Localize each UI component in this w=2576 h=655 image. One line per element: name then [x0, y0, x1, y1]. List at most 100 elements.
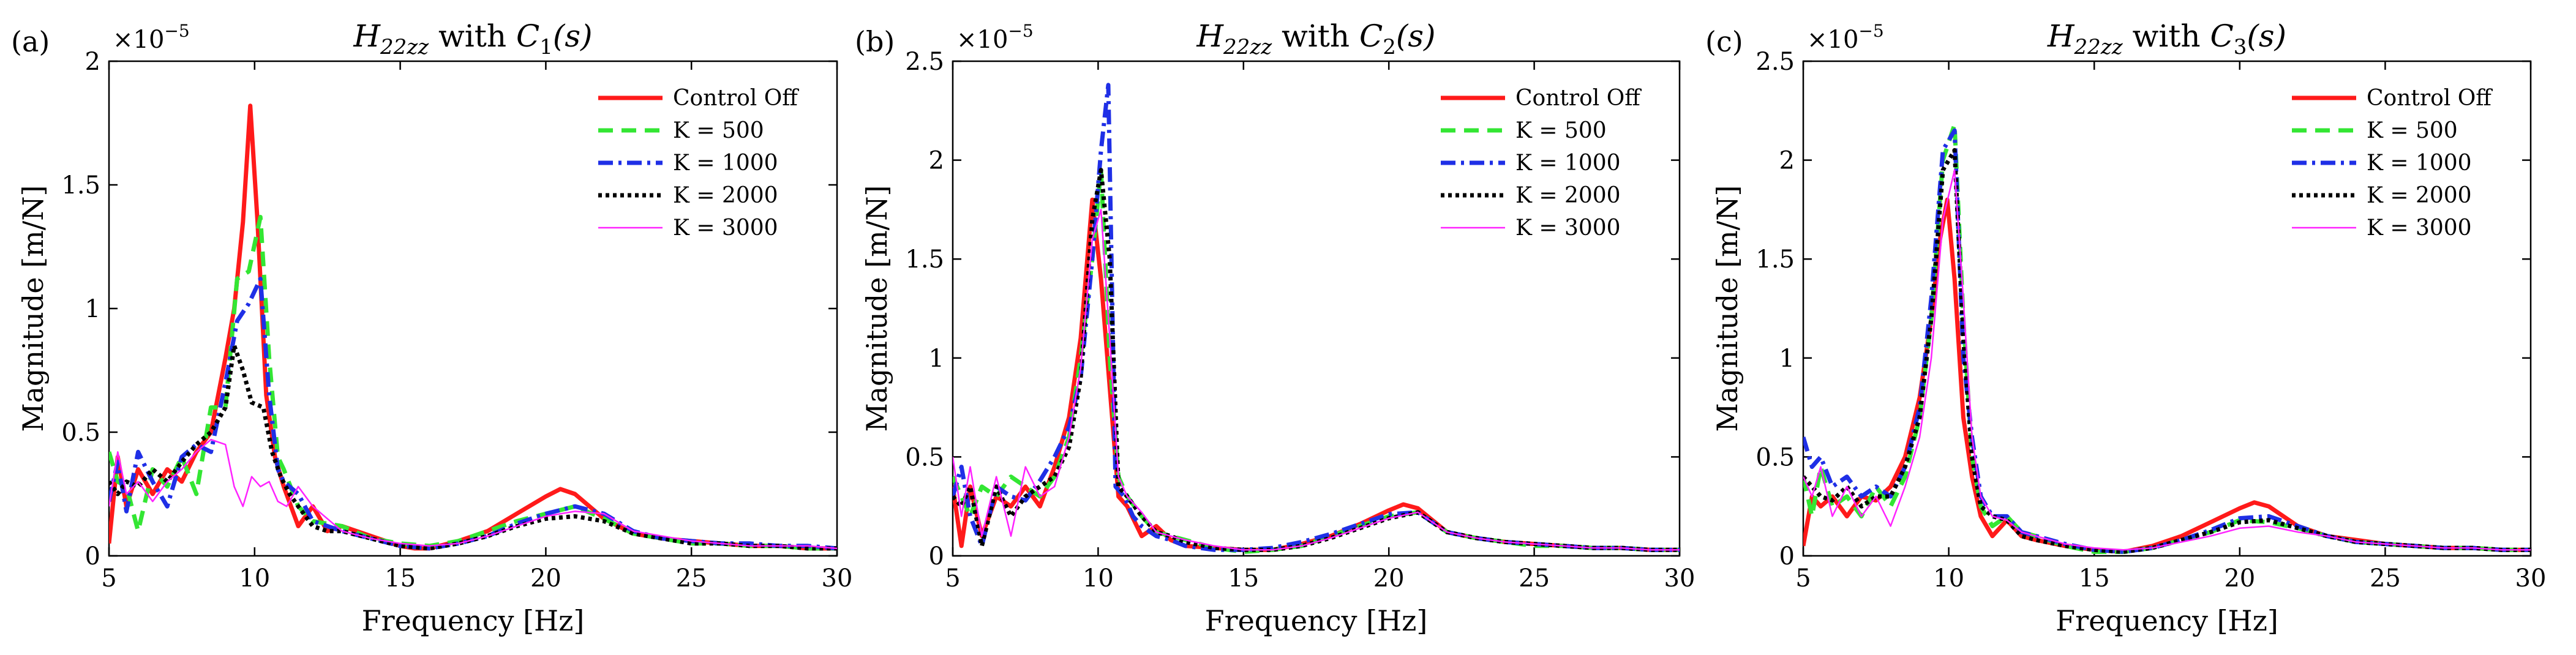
series-line-control-off [953, 197, 1680, 552]
legend-label: K = 1000 [2367, 151, 2472, 176]
y-axis-label: Magnitude [m/N] [860, 185, 893, 432]
x-tick-label: 30 [822, 564, 853, 593]
legend-label: K = 1000 [673, 151, 778, 176]
series-line-k-2000 [1803, 148, 2531, 554]
x-tick-label: 10 [239, 564, 270, 593]
exponent-base: ×10 [956, 26, 1008, 54]
series-line-k-2000 [109, 343, 837, 551]
series-line-k-3000 [109, 438, 837, 550]
legend-label: Control Off [673, 86, 799, 111]
title-part: H [2047, 18, 2075, 54]
legend-label: K = 500 [1515, 118, 1607, 143]
y-tick-label: 0 [1779, 542, 1795, 571]
title-part: (s) [2247, 18, 2286, 54]
x-tick-label: 10 [1083, 564, 1114, 593]
exponent-base: ×10 [113, 26, 164, 54]
title-part: (s) [1396, 18, 1436, 54]
y-tick-label: 1.5 [61, 171, 100, 200]
panel-3: 5 10 15 20 25 30 0 0.5 1 1.5 2 2.5 Frequency [Hz] Mag… [1705, 18, 2546, 637]
x-axis-label: Frequency [Hz] [1205, 604, 1428, 637]
x-tick-label: 5 [101, 564, 116, 593]
series-line-k-1000 [109, 277, 837, 551]
plot-area [952, 60, 1681, 557]
x-tick-label: 15 [1228, 564, 1259, 593]
x-axis-label: Frequency [Hz] [362, 604, 585, 637]
y-tick-label: 0 [929, 542, 944, 571]
x-tick-label: 15 [385, 564, 416, 593]
exponent-power: −5 [164, 21, 189, 41]
exponent-base: ×10 [1807, 26, 1858, 54]
legend: Control Off K = 500 K = 1000 K = 2000 K = 30… [598, 86, 799, 241]
x-tick-label: 15 [2079, 564, 2110, 593]
legend-label: K = 500 [2367, 118, 2458, 143]
series-group [1803, 122, 2531, 554]
title-part: 22zz [380, 35, 429, 59]
legend-label: K = 3000 [1515, 215, 1621, 241]
title-part: 1 [539, 35, 553, 59]
x-tick-label: 30 [1664, 564, 1695, 593]
title-part: with [1272, 18, 1359, 54]
y-exponent-label: ×10−5 [1807, 21, 1884, 54]
y-tick-label: 0 [85, 542, 100, 571]
title-part: 2 [1383, 35, 1396, 59]
panel-label: (c) [1705, 25, 1743, 58]
panel-title: H22zz with C2(s) [1196, 18, 1435, 59]
y-exponent-label: ×10−5 [956, 21, 1034, 54]
x-tick-label: 5 [945, 564, 960, 593]
y-tick-label: 0.5 [61, 419, 100, 447]
x-tick-label: 20 [530, 564, 561, 593]
series-line-control-off [1803, 197, 2531, 554]
y-tick-label: 2 [1779, 147, 1795, 175]
legend-label: K = 2000 [673, 183, 778, 208]
panel-1: 5 10 15 20 25 30 0 0.5 1 1.5 2 Frequency [Hz] Magnit… [11, 18, 852, 637]
y-tick-label: 1.5 [1756, 245, 1795, 274]
y-tick-label: 2.5 [905, 48, 944, 76]
title-part: with [2123, 18, 2210, 54]
y-tick-label: 2 [85, 48, 100, 76]
y-tick-label: 1.5 [905, 245, 944, 274]
y-tick-label: 1 [1779, 345, 1795, 373]
legend-label: K = 2000 [2367, 183, 2472, 208]
series-line-k-3000 [953, 209, 1680, 551]
x-tick-label: 25 [1519, 564, 1550, 593]
legend-label: K = 2000 [1515, 183, 1621, 208]
x-tick-label: 30 [2515, 564, 2547, 593]
x-tick-label: 25 [676, 564, 707, 593]
title-part: H [1196, 18, 1224, 54]
panel-label: (b) [855, 25, 895, 58]
x-tick-label: 25 [2370, 564, 2401, 593]
x-tick-label: 20 [2224, 564, 2255, 593]
title-part: H [353, 18, 381, 54]
title-part: (s) [553, 18, 593, 54]
plot-area [1802, 60, 2532, 557]
legend-label: Control Off [2367, 86, 2493, 111]
legend-label: K = 500 [673, 118, 764, 143]
title-part: C [516, 18, 539, 54]
x-tick-label: 5 [1795, 564, 1811, 593]
x-axis-label: Frequency [Hz] [2056, 604, 2278, 637]
panel-title: H22zz with C3(s) [2047, 18, 2286, 59]
panel-title: H22zz with C1(s) [353, 18, 592, 59]
title-part: C [2210, 18, 2233, 54]
y-tick-label: 2 [929, 147, 944, 175]
title-part: 22zz [1223, 35, 1272, 59]
series-line-k-500 [109, 215, 837, 551]
y-tick-label: 2.5 [1756, 48, 1795, 76]
y-axis-label: Magnitude [m/N] [1711, 185, 1744, 432]
title-part: with [429, 18, 516, 54]
legend: Control Off K = 500 K = 1000 K = 2000 K = 30… [1441, 86, 1642, 241]
legend-label: K = 3000 [2367, 215, 2472, 241]
title-part: C [1359, 18, 1383, 54]
exponent-power: −5 [1858, 21, 1883, 41]
legend: Control Off K = 500 K = 1000 K = 2000 K = 30… [2292, 86, 2493, 241]
title-part: 22zz [2074, 35, 2124, 59]
panel-label: (a) [11, 25, 50, 58]
legend-label: Control Off [1515, 86, 1642, 111]
x-tick-label: 10 [1933, 564, 1964, 593]
legend-label: K = 1000 [1515, 151, 1621, 176]
series-group [953, 83, 1680, 554]
legend-label: K = 3000 [673, 215, 778, 241]
series-group [109, 103, 837, 551]
series-line-k-3000 [1803, 169, 2531, 551]
